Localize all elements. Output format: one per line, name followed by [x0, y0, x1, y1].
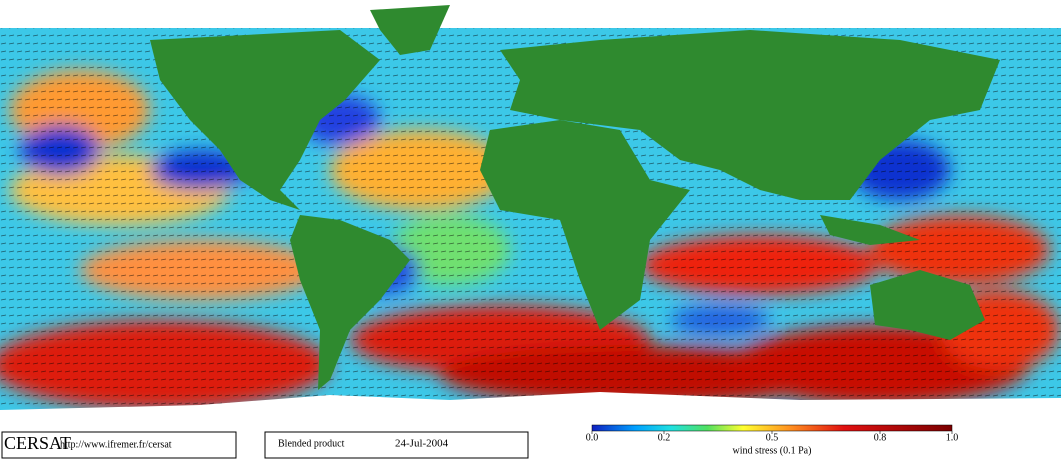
colorbar: wind stress (0.1 Pa) 0.0 0.2 0.5 0.8 1.0	[586, 424, 959, 456]
colorbar-tick-label: 1.0	[946, 432, 959, 443]
logo: CERSAT	[4, 433, 71, 453]
url: http://www.ifremer.fr/cersat	[60, 439, 172, 450]
colorbar-tick-label: 0.5	[766, 432, 779, 443]
product-date: 24-Jul-2004	[395, 438, 449, 450]
colorbar-gradient	[591, 424, 953, 432]
colorbar-tick-label: 0.2	[658, 432, 671, 443]
product-name: Blended product	[278, 438, 345, 449]
antarctica	[0, 392, 1061, 430]
product-box: Blended product 24-Jul-2004	[264, 431, 529, 459]
colorbar-tick-label: 0.0	[586, 432, 599, 443]
colorbar-label: wind stress (0.1 Pa)	[733, 445, 812, 456]
continents	[150, 5, 1000, 390]
colorbar-tick-label: 0.8	[874, 432, 887, 443]
info-box: CERSAT http://www.ifremer.fr/cersat	[1, 431, 237, 459]
